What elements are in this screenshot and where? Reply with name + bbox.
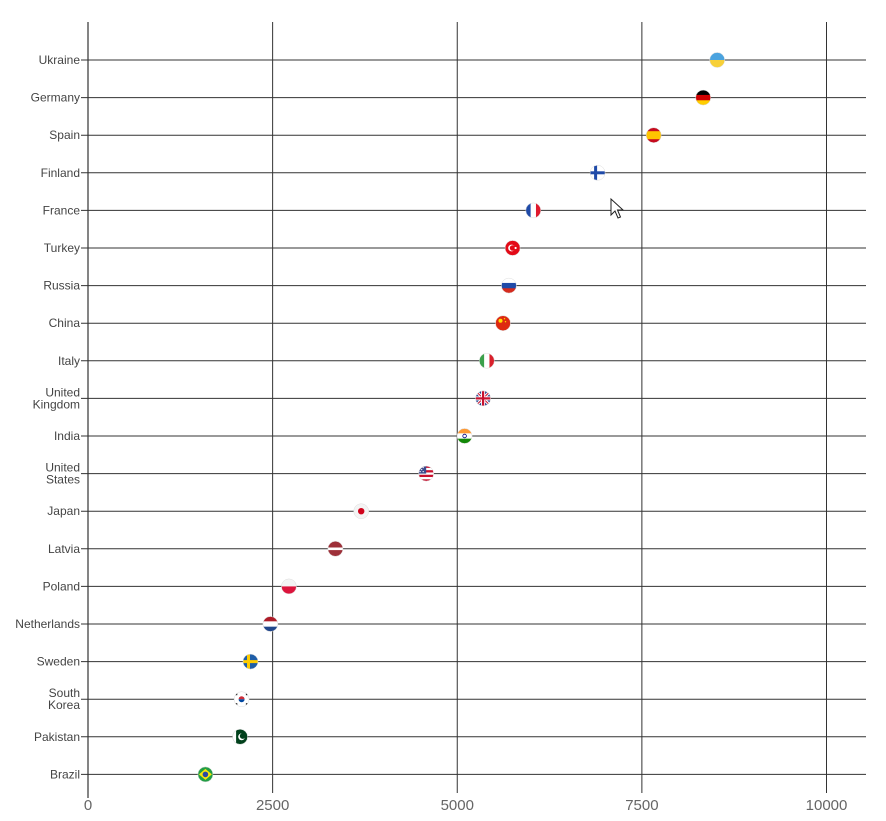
category-label: Latvia xyxy=(48,542,80,556)
flag-russia-icon xyxy=(501,277,517,294)
category-label: Ukraine xyxy=(39,53,81,67)
flag-france-icon xyxy=(525,202,542,219)
x-tick-label: 10000 xyxy=(806,797,848,814)
category-label: Pakistan xyxy=(34,730,80,744)
flag-pakistan-icon xyxy=(232,729,248,745)
flag-finland-icon xyxy=(589,165,606,181)
category-label: Brazil xyxy=(50,767,80,781)
flag-united-states-icon xyxy=(418,465,434,482)
category-label: Finland xyxy=(41,166,80,180)
flag-india-icon xyxy=(456,428,473,444)
category-label: France xyxy=(43,203,81,217)
gridlines xyxy=(81,22,866,798)
flag-china-icon xyxy=(495,315,511,331)
category-label: Turkey xyxy=(44,241,80,255)
x-tick-label: 7500 xyxy=(625,797,658,814)
flag-latvia-icon xyxy=(327,541,344,557)
flag-united-kingdom-icon xyxy=(475,390,491,407)
flag-italy-icon xyxy=(479,353,495,369)
flag-ukraine-icon xyxy=(709,52,725,68)
flag-south-korea-icon xyxy=(233,691,250,707)
x-tick-label: 0 xyxy=(84,797,92,814)
category-label: Germany xyxy=(31,91,80,105)
x-tick-label: 2500 xyxy=(256,797,289,814)
category-label: United Kingdom xyxy=(33,385,80,411)
category-label: Netherlands xyxy=(15,617,80,631)
category-label: South Korea xyxy=(48,686,80,712)
flag-netherlands-icon xyxy=(262,616,279,632)
category-labels: Ukraine Germany Spain Finland France Turkey Ru… xyxy=(15,53,80,781)
flag-turkey-icon xyxy=(504,240,521,256)
x-tick-label: 5000 xyxy=(441,797,474,814)
category-label: Sweden xyxy=(37,655,80,669)
flag-germany-icon xyxy=(695,89,711,106)
mouse-pointer-icon xyxy=(610,197,625,219)
x-axis-tick-labels: 0 2500 5000 7500 10000 xyxy=(84,797,848,814)
flag-spain-icon xyxy=(645,127,662,143)
category-label: Japan xyxy=(47,504,80,518)
flag-poland-icon xyxy=(281,578,297,595)
data-markers xyxy=(197,52,725,783)
category-label: Poland xyxy=(43,579,80,593)
category-label: China xyxy=(49,316,81,330)
category-label: United States xyxy=(45,461,80,487)
flag-sweden-icon xyxy=(242,653,259,670)
category-label: Spain xyxy=(49,128,80,142)
category-label: Italy xyxy=(58,354,80,368)
category-label: India xyxy=(54,429,80,443)
category-label: Russia xyxy=(43,279,80,293)
flag-japan-icon xyxy=(353,503,369,519)
flag-brazil-icon xyxy=(197,766,214,783)
